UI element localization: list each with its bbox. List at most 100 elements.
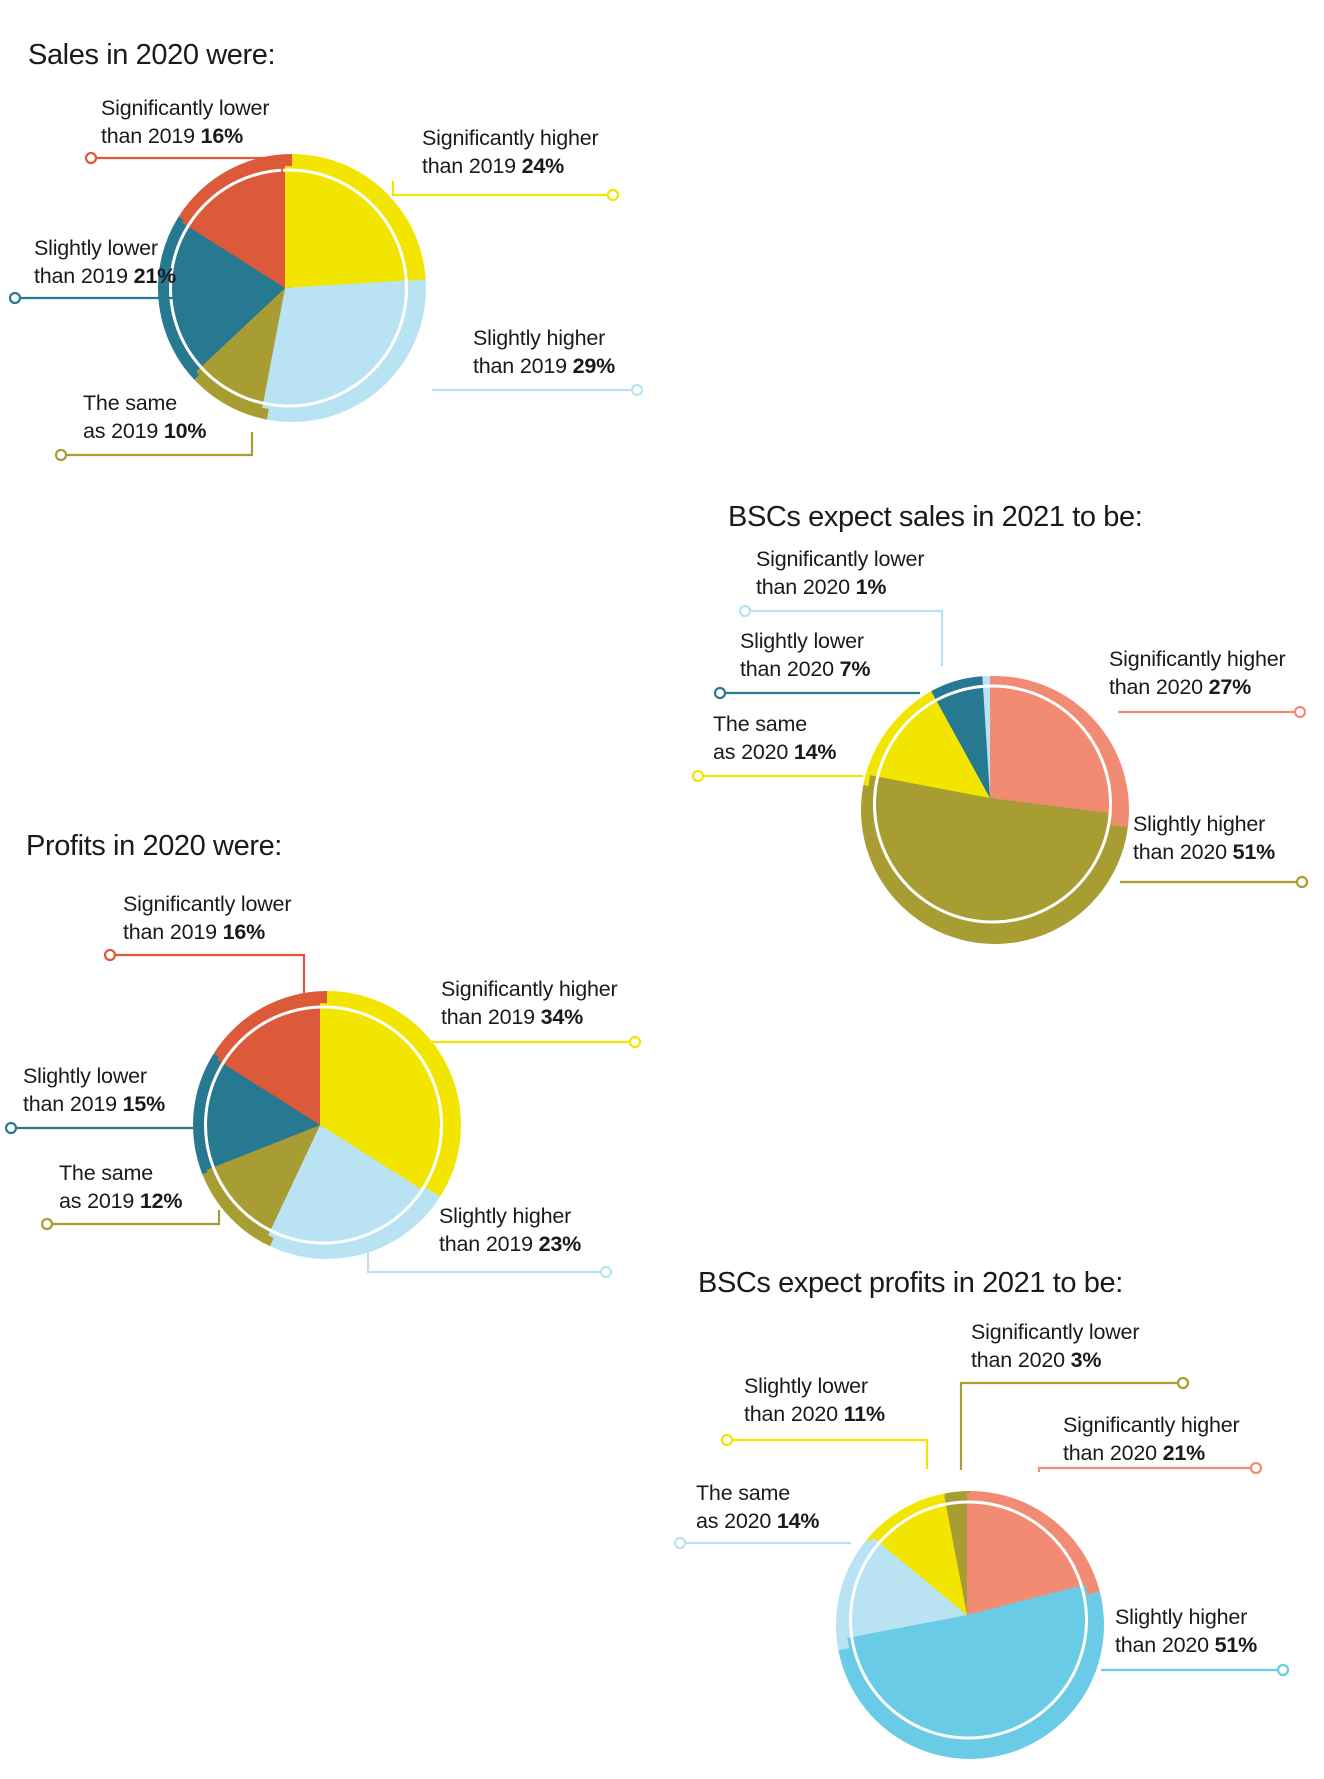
- chart-2-label-5-line2: than 2020 1%: [756, 575, 886, 599]
- chart-3-label-5: Significantly lower than 2019 16%: [103, 892, 306, 1000]
- chart-1-leader-dot-1: [606, 188, 620, 202]
- chart-3-label-2-line1: Slightly higher: [439, 1204, 571, 1228]
- chart-2-label-4-line2: than 2020 7%: [740, 657, 870, 681]
- chart-2-label-2-line2: than 2020 51%: [1133, 840, 1275, 864]
- chart-2-title: BSCs expect sales in 2021 to be:: [728, 501, 1142, 533]
- chart-2-label-3-line2: as 2020 14%: [713, 740, 836, 764]
- chart-3-label-1: Significantly higher than 2019 34%: [425, 977, 642, 1049]
- chart-1-label-1-line2: than 2019 24%: [422, 154, 564, 178]
- chart-1-label-5: Significantly lower than 2019 16%: [84, 96, 284, 188]
- chart-1-slice-2: [262, 280, 408, 411]
- chart-2-label-4-pct: 7%: [840, 657, 871, 681]
- chart-4-label-1: Significantly higher than 2020 21%: [1037, 1413, 1263, 1475]
- chart-3-inner-ring: [204, 1005, 443, 1245]
- chart-2-label-4-line1: Slightly lower: [740, 629, 864, 653]
- chart-3-leader-dot-1: [628, 1035, 642, 1049]
- chart-4-label-3: The same as 2020 14%: [673, 1481, 851, 1550]
- chart-2-label-1-pct: 27%: [1209, 675, 1252, 699]
- chart-3-label-5-line1: Significantly lower: [123, 892, 291, 916]
- chart-4-label-5-prefix: than 2020: [971, 1348, 1071, 1372]
- chart-2-label-2-prefix: than 2020: [1133, 840, 1233, 864]
- chart-1-leader-line-3: [61, 432, 254, 457]
- pie-chart-3: Profits in 2020 were: Significantly highe…: [4, 830, 642, 1279]
- chart-2-label-1-line1: Significantly higher: [1109, 647, 1286, 671]
- chart-1-slice-3: [196, 288, 285, 408]
- chart-4-leader-line-5: [959, 1381, 1183, 1470]
- chart-1-leader-line-1: [391, 181, 613, 197]
- chart-3-slice-1: [320, 1003, 443, 1191]
- chart-4-leader-dot-5: [1176, 1376, 1190, 1390]
- chart-4-label-4: Slightly lower than 2020 11%: [720, 1374, 929, 1469]
- chart-1-label-4: Slightly lower than 2019 21%: [8, 236, 240, 305]
- chart-1-label-2-pct: 29%: [573, 354, 616, 378]
- chart-1-label-3-prefix: as 2019: [83, 419, 164, 443]
- chart-4-label-2-prefix: than 2020: [1115, 1633, 1215, 1657]
- chart-2-slice-2: [868, 775, 1112, 920]
- chart-4-slice-2: [847, 1584, 1089, 1737]
- chart-3-label-4-prefix: than 2019: [23, 1092, 123, 1116]
- chart-3-label-1-line1: Significantly higher: [441, 977, 618, 1001]
- chart-2-label-2-pct: 51%: [1233, 840, 1276, 864]
- chart-2-label-3-line1: The same: [713, 712, 807, 736]
- chart-3-slices: [198, 1003, 443, 1248]
- chart-4-label-1-line2: than 2020 21%: [1063, 1441, 1205, 1465]
- chart-4-leader-line-1: [1037, 1466, 1256, 1472]
- chart-4-label-5-pct: 3%: [1071, 1348, 1102, 1372]
- chart-3-label-5-prefix: than 2019: [123, 920, 223, 944]
- chart-3-label-1-pct: 34%: [541, 1005, 584, 1029]
- chart-3-label-4-pct: 15%: [123, 1092, 166, 1116]
- chart-3-label-2: Slightly higher than 2019 23%: [366, 1204, 613, 1279]
- chart-2-inner-ring: [873, 684, 1112, 924]
- chart-2-label-5: Significantly lower than 2020 1%: [738, 547, 944, 666]
- chart-2-slices: [868, 676, 1113, 920]
- chart-2-slice-3: [870, 691, 990, 798]
- chart-3-slice-3: [206, 1125, 320, 1236]
- chart-4-label-1-prefix: than 2020: [1063, 1441, 1163, 1465]
- chart-2-slice-4: [931, 676, 990, 798]
- chart-3-label-3: The same as 2019 12%: [40, 1161, 221, 1231]
- chart-4-label-4-pct: 11%: [844, 1402, 885, 1426]
- chart-2-label-1-line2: than 2020 27%: [1109, 675, 1251, 699]
- chart-4-label-5: Significantly lower than 2020 3%: [959, 1320, 1190, 1470]
- chart-2-label-4-prefix: than 2020: [740, 657, 840, 681]
- chart-3-label-2-prefix: than 2019: [439, 1232, 539, 1256]
- chart-3-slice-2: [268, 1125, 424, 1248]
- chart-2-label-1-prefix: than 2020: [1109, 675, 1209, 699]
- chart-4-title: BSCs expect profits in 2021 to be:: [698, 1267, 1123, 1299]
- chart-3-leader-dot-5: [103, 948, 117, 962]
- chart-4-label-2-line2: than 2020 51%: [1115, 1633, 1257, 1657]
- chart-4-label-3-prefix: as 2020: [696, 1509, 777, 1533]
- chart-2-label-3-prefix: as 2020: [713, 740, 794, 764]
- chart-4-label-2-pct: 51%: [1215, 1633, 1258, 1657]
- chart-4-leader-dot-2: [1276, 1663, 1290, 1677]
- chart-1-label-3-line2: as 2019 10%: [83, 419, 206, 443]
- chart-2-leader-dot-2: [1295, 875, 1309, 889]
- chart-2-label-5-pct: 1%: [856, 575, 887, 599]
- chart-2-leader-dot-1: [1293, 705, 1307, 719]
- chart-4-label-3-line2: as 2020 14%: [696, 1509, 819, 1533]
- chart-1-label-3: The same as 2019 10%: [54, 391, 254, 462]
- chart-4-label-3-pct: 14%: [777, 1509, 820, 1533]
- chart-4-label-5-line1: Significantly lower: [971, 1320, 1139, 1344]
- chart-2-slice-1: [990, 676, 1113, 814]
- chart-4-label-3-line1: The same: [696, 1481, 790, 1505]
- chart-1-label-5-line2: than 2019 16%: [101, 124, 243, 148]
- chart-1-leader-dot-5: [84, 151, 98, 165]
- chart-4-label-4-line2: than 2020 11%: [744, 1402, 885, 1426]
- chart-2-leader-dot-4: [713, 686, 727, 700]
- chart-3-title: Profits in 2020 were:: [26, 830, 282, 862]
- chart-3-label-3-prefix: as 2019: [59, 1189, 140, 1213]
- chart-4-slice-3: [844, 1537, 967, 1638]
- chart-3-label-3-line2: as 2019 12%: [59, 1189, 182, 1213]
- chart-4-label-2-line1: Slightly higher: [1115, 1605, 1247, 1629]
- chart-4-leader-dot-4: [720, 1433, 734, 1447]
- chart-1-title: Sales in 2020 were:: [28, 39, 275, 71]
- chart-1-label-2: Slightly higher than 2019 29%: [432, 326, 644, 397]
- chart-3-label-2-pct: 23%: [539, 1232, 582, 1256]
- chart-1-label-3-line1: The same: [83, 391, 177, 415]
- chart-1-label-1-line1: Significantly higher: [422, 126, 599, 150]
- chart-1-label-5-line1: Significantly lower: [101, 96, 269, 120]
- chart-1-leader-line-5: [91, 156, 284, 188]
- chart-1-label-2-prefix: than 2019: [473, 354, 573, 378]
- chart-3-leader-line-5: [110, 953, 306, 1000]
